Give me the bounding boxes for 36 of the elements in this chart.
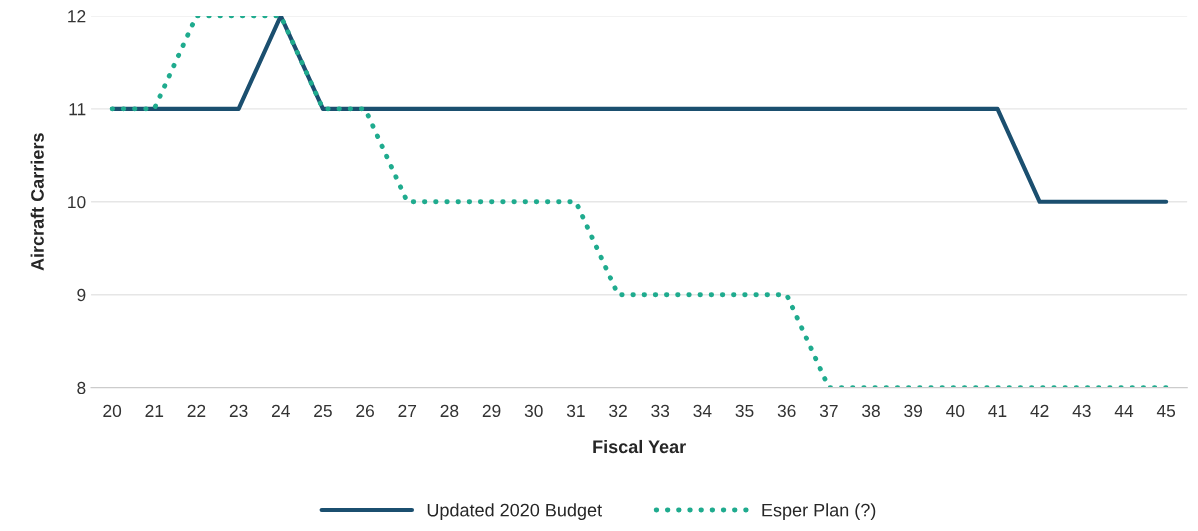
x-tick-label: 44 bbox=[1114, 404, 1134, 417]
x-tick-label: 38 bbox=[862, 404, 880, 418]
x-tick-label: 32 bbox=[609, 404, 627, 418]
line-series bbox=[109, 15, 1169, 388]
x-tick-label: 25 bbox=[314, 404, 332, 418]
x-tick-label: 30 bbox=[524, 404, 543, 418]
y-axis-title: Aircraft Carriers bbox=[30, 133, 44, 271]
x-tick-label: 35 bbox=[735, 404, 754, 418]
x-tick-label: 24 bbox=[271, 404, 290, 417]
x-tick-label: 42 bbox=[1030, 404, 1049, 417]
x-tick-label: 22 bbox=[187, 404, 206, 417]
x-tick-label: 27 bbox=[398, 404, 417, 417]
y-tick-label: 9 bbox=[77, 288, 86, 302]
y-tick-label: 8 bbox=[77, 381, 86, 395]
x-tick-label: 34 bbox=[693, 404, 712, 418]
x-tick-label: 26 bbox=[356, 404, 374, 418]
y-tick-label: 11 bbox=[69, 103, 86, 116]
x-tick-label: 39 bbox=[904, 404, 923, 418]
x-tick-label: 43 bbox=[1072, 404, 1091, 418]
x-tick-label: 21 bbox=[145, 404, 164, 417]
legend-label: Esper Plan (?) bbox=[762, 503, 876, 521]
x-tick-label: 29 bbox=[482, 404, 501, 418]
x-tick-label: 41 bbox=[988, 404, 1007, 417]
x-tick-label: 33 bbox=[651, 404, 670, 418]
x-tick-label: 40 bbox=[946, 404, 965, 418]
y-tick-label: 10 bbox=[68, 195, 86, 209]
x-tick-label: 20 bbox=[103, 404, 122, 418]
x-tick-label: 31 bbox=[566, 404, 585, 418]
y-tick-label: 12 bbox=[68, 10, 86, 23]
x-tick-label: 36 bbox=[777, 404, 796, 418]
x-tick-label: 45 bbox=[1156, 404, 1176, 418]
x-tick-label: 23 bbox=[229, 404, 248, 418]
x-tick-label: 28 bbox=[440, 404, 459, 418]
x-tick-label: 37 bbox=[819, 404, 838, 418]
x-axis-title: Fiscal Year bbox=[593, 439, 686, 454]
legend-label: Updated 2020 Budget bbox=[427, 503, 602, 521]
